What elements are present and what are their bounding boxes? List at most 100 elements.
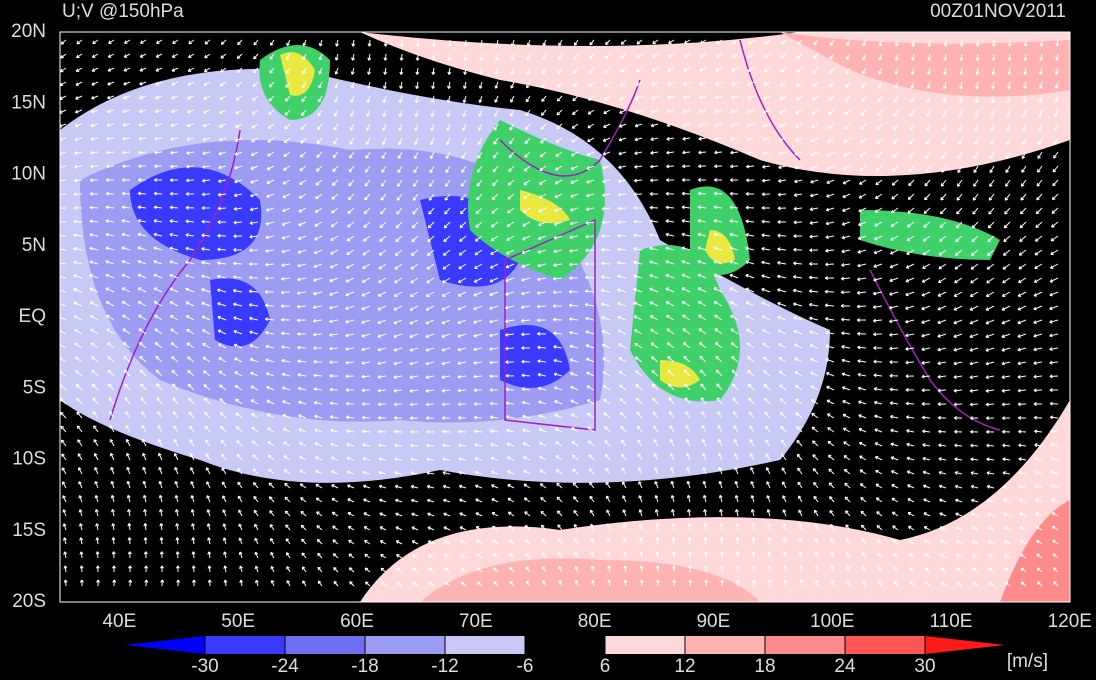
wind-arrow: [602, 371, 611, 377]
wind-arrow: [207, 579, 212, 587]
wind-arrow: [794, 384, 803, 391]
wind-arrow: [475, 526, 483, 531]
wind-arrow: [1035, 512, 1043, 517]
wind-arrow: [797, 39, 803, 46]
wind-arrow: [362, 235, 371, 242]
wind-arrow: [185, 301, 195, 307]
wind-arrow: [410, 484, 419, 489]
wind-arrow: [121, 177, 131, 182]
wind-arrow: [972, 567, 979, 573]
wind-arrow: [767, 565, 772, 573]
wind-arrow: [316, 151, 323, 158]
wind-arrow: [175, 537, 180, 545]
wind-arrow: [939, 235, 947, 242]
wind-arrow: [840, 276, 851, 281]
wind-arrow: [539, 151, 547, 158]
wind-arrow: [938, 263, 947, 270]
lon-label: 100E: [810, 611, 854, 632]
wind-arrow: [861, 95, 867, 102]
wind-arrow: [809, 248, 819, 253]
wind-arrow: [521, 373, 531, 378]
wind-arrow: [809, 357, 819, 363]
wind-arrow: [1038, 81, 1043, 89]
wind-arrow: [778, 123, 787, 128]
wind-arrow: [107, 67, 115, 72]
wind-arrow: [95, 537, 100, 545]
wind-arrow: [314, 414, 323, 419]
wind-arrow: [444, 567, 451, 573]
wind-arrow: [716, 397, 723, 405]
wind-arrow: [651, 383, 659, 391]
wind-arrow: [351, 53, 355, 61]
wind-arrow: [666, 150, 675, 155]
wind-arrow: [1049, 388, 1059, 392]
wind-arrow: [872, 291, 883, 296]
wind-arrow: [441, 375, 451, 379]
wind-arrow: [474, 443, 483, 447]
wind-arrow: [426, 263, 435, 270]
wind-arrow: [639, 579, 644, 587]
wind-arrow: [143, 508, 148, 517]
wind-arrow: [122, 136, 131, 141]
wind-arrow: [382, 81, 387, 89]
wind-arrow: [364, 567, 371, 573]
wind-arrow: [77, 453, 83, 461]
wind-arrow: [970, 429, 979, 434]
wind-arrow: [78, 495, 83, 503]
wind-arrow: [171, 67, 179, 72]
wind-arrow: [479, 67, 483, 75]
wind-arrow: [154, 164, 163, 169]
lat-label: 15S: [12, 520, 46, 541]
wind-arrow: [123, 369, 131, 377]
wind-arrow: [875, 165, 883, 172]
wind-arrow: [873, 359, 883, 364]
wind-arrow: [634, 137, 643, 142]
wind-arrow: [825, 371, 835, 377]
wind-arrow: [574, 537, 579, 545]
wind-arrow: [814, 551, 819, 559]
wind-arrow: [138, 123, 147, 127]
wind-arrow: [617, 220, 627, 224]
wind-arrow: [654, 509, 659, 517]
wind-arrow: [329, 360, 339, 365]
wind-arrow: [93, 439, 99, 447]
wind-arrow: [856, 318, 867, 323]
wind-arrow: [589, 481, 595, 489]
wind-arrow: [554, 193, 563, 199]
wind-arrow: [828, 468, 835, 475]
wind-arrow: [186, 164, 195, 169]
wind-arrow: [154, 328, 163, 335]
wind-arrow: [747, 95, 755, 100]
wind-arrow: [585, 207, 595, 212]
wind-arrow: [858, 221, 867, 227]
wind-arrow: [682, 150, 691, 155]
wind-arrow: [988, 193, 995, 201]
wind-arrow: [394, 443, 403, 448]
wind-arrow: [715, 81, 723, 86]
wind-arrow: [729, 232, 739, 237]
wind-arrow: [297, 345, 307, 350]
wind-arrow: [649, 260, 659, 265]
wind-arrow: [649, 273, 659, 279]
wind-arrow: [809, 234, 819, 239]
wind-arrow: [858, 193, 867, 199]
wind-arrow: [1005, 151, 1011, 160]
wind-arrow: [540, 123, 547, 130]
wind-arrow: [557, 67, 563, 74]
wind-arrow: [141, 438, 147, 447]
wind-arrow: [554, 179, 563, 185]
wind-arrow: [780, 39, 787, 45]
wind-arrow: [520, 291, 531, 296]
wind-arrow: [682, 164, 691, 169]
wind-arrow: [620, 53, 627, 59]
wind-arrow: [827, 137, 835, 143]
wind-arrow: [153, 287, 163, 293]
colorbar-segment: [605, 636, 685, 654]
wind-arrow: [923, 512, 931, 517]
wind-arrow: [991, 81, 996, 90]
wind-arrow: [524, 525, 531, 531]
wind-arrow: [315, 193, 323, 200]
wind-arrow: [812, 81, 819, 87]
wind-arrow: [956, 207, 963, 215]
wind-arrow: [489, 387, 499, 392]
